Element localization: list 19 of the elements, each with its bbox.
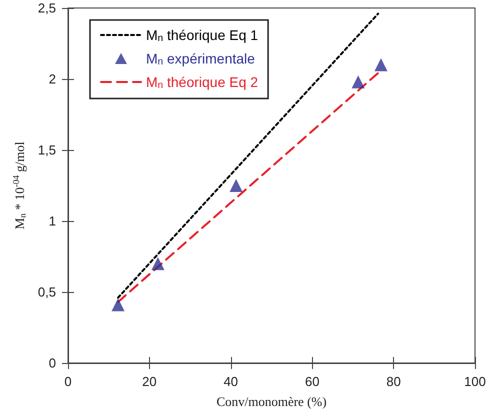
point [352,75,365,88]
point [112,298,125,312]
x-tick-label: 40 [224,374,238,389]
point [230,179,243,192]
y-tick-label: 1 [48,214,56,228]
x-tick-label: 80 [386,374,401,389]
y-tick-label: 0,5 [38,284,56,300]
x-tick-label: 100 [464,374,486,389]
y-tick-label: 2,5 [38,0,56,16]
y-axis-title: Mn * 10-04 g/mol [11,141,28,230]
x-tick-label: 20 [142,374,157,389]
point [374,58,388,72]
y-tick-label: 2 [48,72,56,86]
x-tick-label: 0 [64,374,72,389]
y-tick-label: 1,5 [38,142,56,158]
y-tick-label: 0 [48,356,56,370]
x-axis-title: Conv/monomère (%) [216,394,327,409]
x-tick-label: 60 [304,374,320,389]
point [151,257,164,270]
